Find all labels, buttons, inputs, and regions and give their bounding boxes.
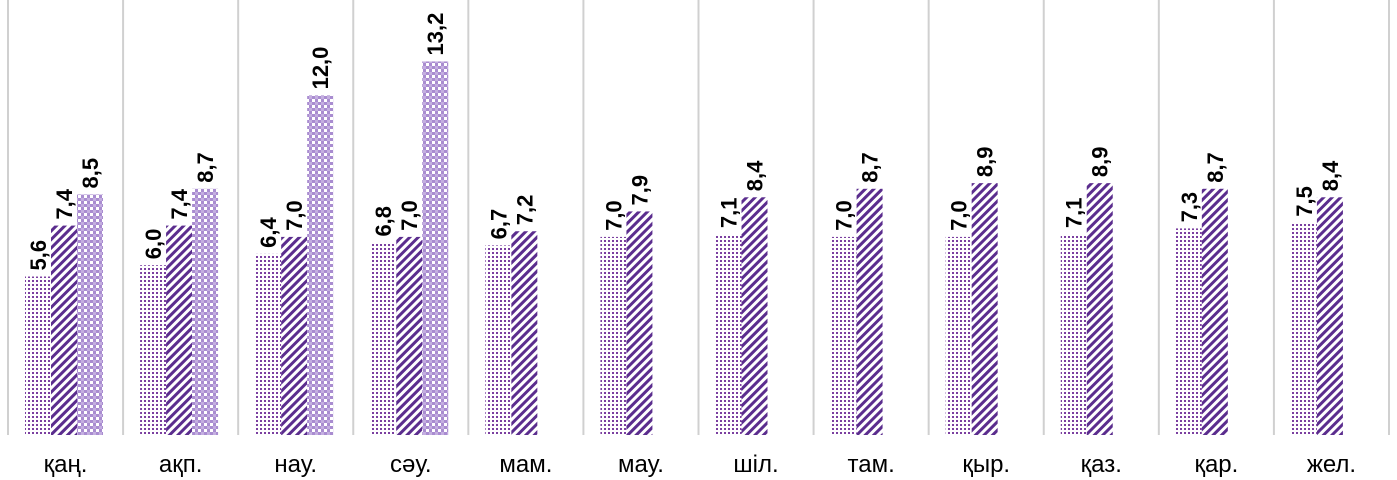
- bar-series2-1: [51, 225, 77, 435]
- value-label: 7,3: [1177, 192, 1202, 223]
- bar-series1-9: [945, 236, 972, 435]
- bar-series2-6: [626, 211, 653, 435]
- bars-group: [25, 61, 1343, 436]
- value-label: 8,4: [743, 160, 768, 191]
- value-label: 6,0: [141, 229, 166, 260]
- bar-series1-5: [485, 245, 512, 435]
- bar-series3-3: [307, 95, 334, 436]
- value-label: 7,9: [627, 175, 652, 206]
- value-label: 8,5: [78, 158, 103, 189]
- value-label: 13,2: [423, 13, 448, 56]
- bar-series2-3: [281, 236, 308, 435]
- value-label: 7,4: [52, 188, 77, 219]
- value-label: 6,4: [256, 217, 281, 248]
- bar-series2-7: [741, 197, 768, 435]
- bar-series2-10: [1086, 183, 1113, 435]
- category-dividers: [7, 0, 1390, 435]
- value-label: 8,4: [1318, 160, 1343, 191]
- category-label: сәу.: [390, 451, 432, 478]
- category-label: жел.: [1307, 451, 1356, 478]
- value-label: 7,0: [397, 200, 422, 231]
- value-label: 7,0: [947, 200, 972, 231]
- bar-series2-9: [971, 183, 998, 435]
- value-label: 8,9: [1088, 147, 1113, 178]
- value-label: 5,6: [26, 240, 51, 271]
- value-label: 6,8: [371, 206, 396, 237]
- bar-series2-2: [166, 225, 193, 435]
- bar-series2-8: [856, 188, 883, 435]
- value-label: 8,7: [193, 152, 218, 183]
- category-label: қаз.: [1081, 451, 1122, 478]
- bar-series2-11: [1201, 188, 1228, 435]
- bar-series1-10: [1060, 234, 1087, 435]
- category-label: ақп.: [159, 451, 203, 478]
- bar-series1-8: [830, 236, 857, 435]
- value-labels-group: 5,67,48,56,07,48,76,47,012,06,8 7,013,26,…: [26, 13, 1343, 271]
- value-label: 8,9: [973, 147, 998, 178]
- value-label: 8,7: [1203, 152, 1228, 183]
- category-label: қыр.: [962, 451, 1010, 478]
- bar-series3-4: [422, 61, 449, 435]
- bar-series1-7: [715, 234, 742, 435]
- value-label: 7,0: [832, 200, 857, 231]
- bar-series3-2: [192, 188, 219, 435]
- value-label: 7,1: [1062, 197, 1087, 228]
- value-label: 12,0: [308, 47, 333, 90]
- category-label: нау.: [274, 451, 317, 478]
- value-label: 7,5: [1292, 186, 1317, 217]
- value-label: 7,0: [282, 200, 307, 231]
- category-labels-group: қаң. ақп. нау. сәу. мам. мау. шіл. там. қыр. қаз.…: [44, 451, 1356, 478]
- bar-series1-12: [1290, 222, 1317, 435]
- value-label: 6,7: [486, 209, 511, 240]
- bar-series1-4: [370, 242, 397, 435]
- category-label: мам.: [499, 451, 552, 478]
- bar-series1-1: [25, 276, 51, 435]
- category-label: мау.: [618, 451, 664, 478]
- bar-series1-6: [600, 236, 627, 435]
- category-label: шіл.: [733, 451, 778, 478]
- bar-series2-4: [396, 236, 423, 435]
- value-label: 8,7: [858, 152, 883, 183]
- bar-series2-5: [511, 231, 538, 435]
- bar-series1-2: [140, 265, 167, 435]
- bar-series1-11: [1175, 228, 1202, 435]
- value-label: 7,0: [601, 200, 626, 231]
- category-label: қаң.: [44, 451, 88, 478]
- category-label: там.: [848, 451, 895, 478]
- bar-series2-12: [1316, 197, 1343, 435]
- bar-series1-3: [255, 253, 282, 435]
- value-label: 7,4: [167, 188, 192, 219]
- value-label: 7,2: [512, 195, 537, 226]
- value-label: 7,1: [717, 197, 742, 228]
- bar-series3-1: [77, 194, 103, 435]
- category-label: қар.: [1194, 451, 1238, 478]
